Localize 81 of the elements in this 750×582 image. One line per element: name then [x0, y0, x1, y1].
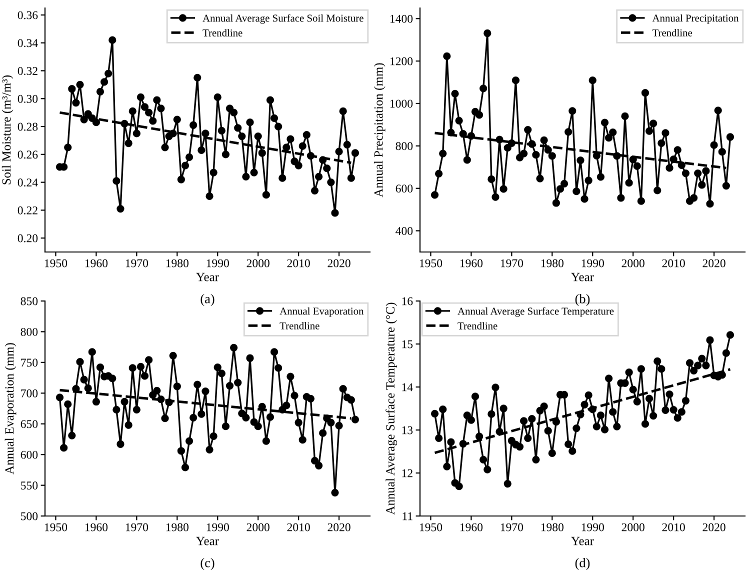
y-tick-label: 550 — [21, 482, 38, 490]
x-axis-title: Year — [571, 272, 594, 282]
x-tick-label: 1980 — [166, 259, 188, 268]
x-tick-label: 1960 — [460, 259, 483, 268]
annotation: (a) — [200, 294, 214, 306]
legend-label: Trendline — [652, 29, 692, 36]
y-tick-label: 13 — [402, 426, 413, 434]
x-tick-label: 2000 — [246, 259, 270, 268]
y-tick-label: 1000 — [390, 100, 413, 108]
y-tick-label: 750 — [21, 358, 38, 367]
x-tick-label: 1960 — [85, 523, 108, 532]
y-tick-label: 650 — [20, 420, 38, 428]
legend-label: Annual Evaporation — [280, 307, 364, 317]
x-tick-label: 2020 — [328, 259, 350, 268]
y-tick-label: 16 — [402, 297, 413, 306]
text: (c) — [200, 558, 214, 570]
y-tick-label: 1200 — [390, 57, 413, 66]
y-tick-label: 15 — [402, 340, 413, 348]
x-tick-label: 1970 — [126, 259, 148, 268]
x-tick-label: 1990 — [582, 259, 604, 268]
x-tick-label: 1980 — [166, 523, 188, 532]
x-tick-label: 1960 — [460, 523, 483, 532]
annotation: (b) — [575, 294, 590, 306]
x-tick-label: 1960 — [85, 259, 108, 268]
y-tick-label: 400 — [396, 227, 413, 235]
y-tick-label: 700 — [21, 389, 38, 398]
x-axis-title: Year — [196, 536, 219, 546]
y-tick-label: 14 — [402, 383, 413, 392]
x-tick-label: 2010 — [287, 523, 310, 532]
y-tick-label: 0.36 — [18, 11, 38, 20]
x-tick-label: 2020 — [702, 259, 726, 268]
y-tick-label: 0.22 — [18, 206, 38, 214]
y-tick-label: 500 — [21, 512, 38, 520]
x-axis-title: Year — [196, 272, 219, 282]
x-tick-label: 1980 — [541, 259, 564, 268]
y-axis-title: Soil Moisture (m³/m³) — [2, 75, 14, 184]
x-tick-label: 2010 — [287, 259, 310, 268]
x-tick-label: 2000 — [246, 523, 270, 532]
x-tick-label: 2010 — [662, 259, 685, 268]
x-tick-label: 1990 — [206, 523, 229, 532]
y-tick-label: 0.30 — [18, 94, 38, 103]
x-tick-label: 2020 — [702, 523, 726, 532]
x-tick-label: 1950 — [420, 523, 442, 532]
y-tick-label: 0.20 — [18, 234, 38, 242]
x-tick-label: 1970 — [126, 523, 148, 532]
y-tick-label: 800 — [20, 328, 38, 336]
legend-label: Trendline — [458, 322, 498, 330]
y-tick-label: 0.32 — [18, 66, 38, 76]
x-tick-label: 1980 — [541, 523, 564, 532]
y-tick-label: 1400 — [390, 14, 413, 23]
y-tick-label: 11 — [402, 512, 412, 520]
y-axis-title: Annual Precipitation (mm) — [374, 63, 386, 198]
legend-label: Annual Average Surface Soil Moisture — [202, 14, 364, 24]
x-tick-label: 1950 — [420, 259, 442, 268]
x-tick-label: 2010 — [662, 523, 685, 532]
x-tick-label: 2020 — [328, 523, 350, 532]
y-axis-title: Annual Average Surface Temperature (°C) — [386, 302, 398, 515]
y-tick-label: 0.24 — [18, 178, 38, 187]
legend-label: Trendline — [202, 29, 242, 36]
x-tick-label: 1990 — [582, 523, 604, 532]
y-tick-label: 600 — [20, 450, 38, 459]
x-tick-label: 1970 — [500, 523, 524, 532]
x-tick-label: 2000 — [622, 259, 644, 268]
x-tick-label: 1990 — [206, 259, 229, 268]
y-tick-label: 600 — [396, 184, 413, 193]
x-axis-title: Year — [571, 536, 594, 546]
x-tick-label: 1970 — [500, 259, 524, 268]
legend-label: Annual Precipitation — [652, 14, 739, 24]
text: (d) — [575, 558, 590, 570]
legend-label: Annual Average Surface Temperature — [458, 307, 614, 317]
y-tick-label: 0.34 — [18, 39, 38, 48]
y-tick-label: 850 — [20, 297, 38, 306]
y-tick-label: 0.26 — [18, 150, 38, 159]
y-axis-title: Annual Evaporation (mm) — [4, 343, 16, 474]
x-tick-label: 1950 — [44, 523, 68, 532]
y-tick-label: 12 — [402, 469, 412, 478]
y-tick-label: 0.28 — [18, 122, 38, 131]
x-tick-label: 2000 — [622, 523, 644, 532]
legend-label: Trendline — [280, 322, 320, 330]
y-tick-label: 800 — [396, 142, 413, 150]
x-tick-label: 1950 — [44, 259, 68, 268]
